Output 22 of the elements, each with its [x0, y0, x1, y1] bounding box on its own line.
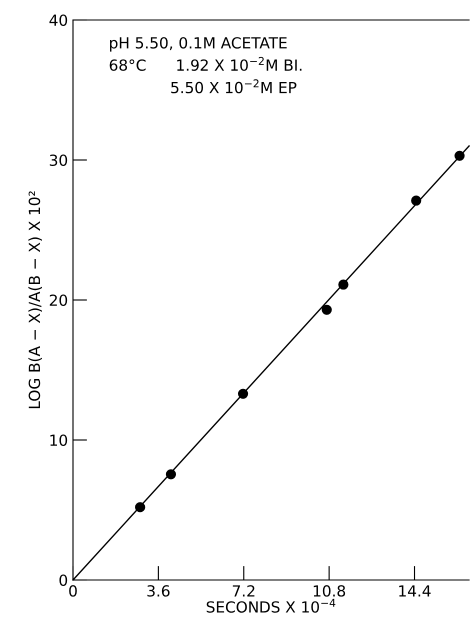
x-tick-label: 0 — [69, 585, 77, 597]
point — [166, 469, 176, 480]
point — [338, 280, 348, 290]
y-axis-title: LOG B(A − X)/A(B − X) X 10² — [28, 191, 42, 408]
annotation: 68°C 1.92 X 10$^{−2}$M BI. — [110, 56, 302, 71]
point — [238, 388, 248, 399]
annotation: pH 5.50, 0.1M ACETATE — [110, 37, 287, 52]
point — [411, 196, 422, 206]
point — [135, 502, 146, 512]
y-tick-label: 40 — [49, 14, 68, 26]
x-tick-label: 7.2 — [232, 585, 254, 596]
point — [454, 150, 465, 161]
x-axis-title: SECONDS X 10$^{−4}$ — [206, 598, 336, 613]
y-tick-label: 20 — [50, 294, 68, 306]
x-tick-label: 3.6 — [147, 585, 170, 597]
y-tick-label: 0 — [59, 574, 68, 586]
y-tick-label: 30 — [50, 154, 68, 166]
y-tick-label: 10 — [50, 434, 68, 446]
point — [322, 304, 332, 315]
annotation: 5.50 X 10$^{−2}$M EP — [171, 79, 296, 94]
x-tick-label: 10.8 — [314, 585, 346, 597]
x-tick-label: 14.4 — [399, 585, 431, 596]
